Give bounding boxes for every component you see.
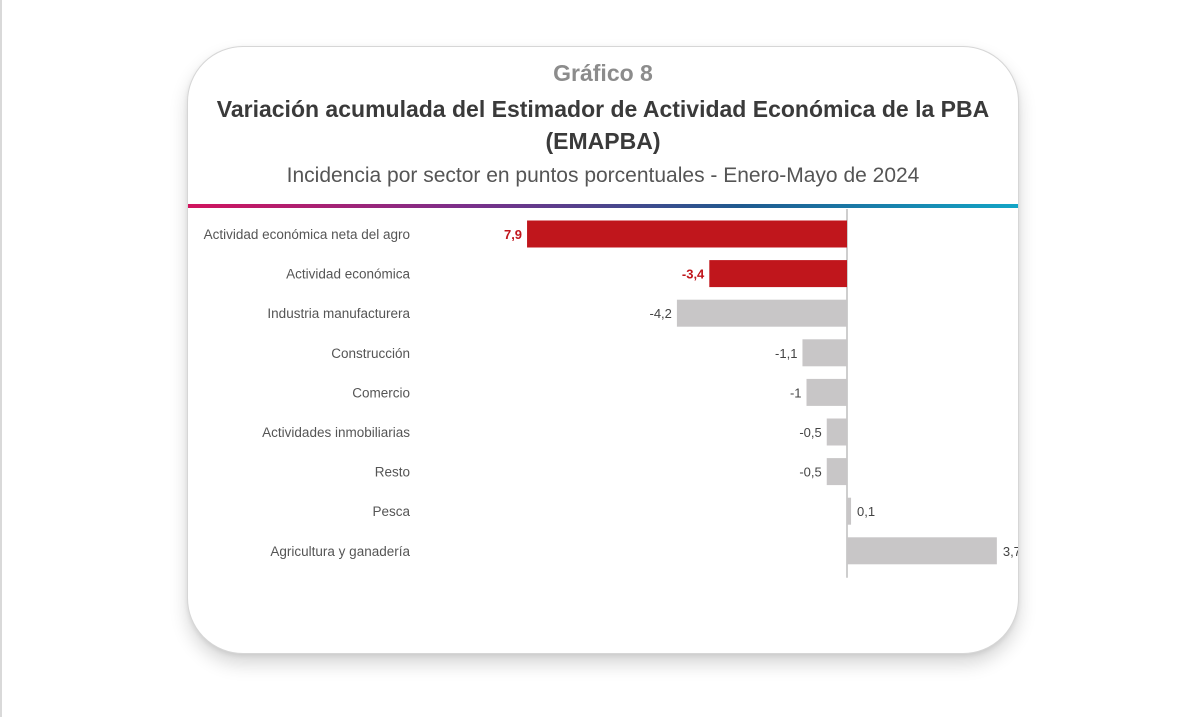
bar-chart: Actividad económica neta del agro 7,9 Acti… (204, 209, 1018, 578)
value-label: 0,1 (857, 504, 875, 519)
bar (802, 339, 847, 367)
bar (527, 220, 847, 248)
bar (806, 378, 847, 406)
value-label: -0,5 (799, 465, 821, 480)
bar (709, 260, 847, 288)
bar (847, 497, 852, 525)
bar (676, 299, 847, 327)
value-label: -1 (790, 385, 802, 400)
value-label: -1,1 (775, 346, 797, 361)
value-label: 3,7 (1003, 544, 1018, 559)
category-label: Agricultura y ganadería (270, 544, 410, 559)
category-label: Pesca (372, 504, 410, 519)
chart-subtitle: Incidencia por sector en puntos porcentu… (286, 164, 920, 187)
value-label: -0,5 (799, 425, 821, 440)
category-label: Construcción (331, 346, 410, 361)
category-label: Actividades inmobiliarias (262, 425, 410, 440)
value-label: -3,4 (682, 267, 705, 282)
bar (826, 418, 847, 446)
category-label: Actividad económica (286, 267, 410, 282)
category-label: Actividad económica neta del agro (204, 227, 410, 242)
category-label: Resto (375, 465, 410, 480)
title-divider-gradient (188, 204, 1018, 208)
chart-title: Variación acumulada del Estimador de Act… (216, 96, 990, 154)
category-label: Comercio (352, 385, 410, 400)
bar (847, 537, 997, 565)
category-label: Industria manufacturera (267, 306, 410, 321)
chart-kicker: Gráfico 8 (553, 60, 653, 86)
bar (826, 458, 847, 486)
value-label: 7,9 (504, 227, 522, 242)
chart-card: Gráfico 8 Variación acumulada del Estima… (187, 46, 1019, 654)
page-left-rule (0, 0, 2, 717)
value-label: -4,2 (649, 306, 671, 321)
